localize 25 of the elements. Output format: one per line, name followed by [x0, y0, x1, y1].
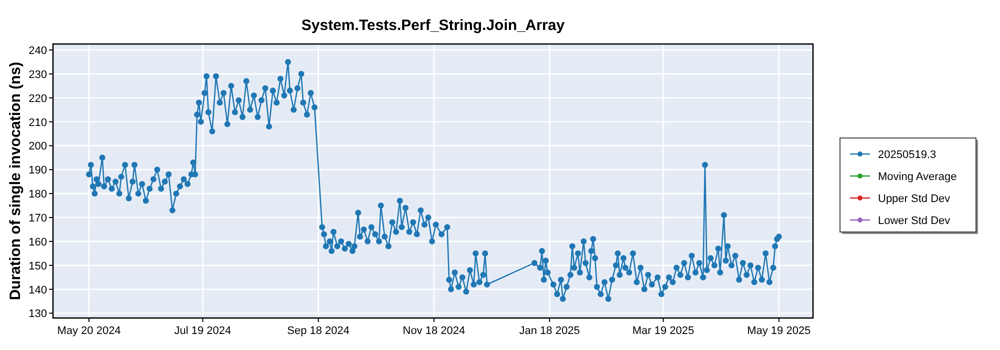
- y-axis-title: Duration of single invocation (ns): [7, 62, 24, 300]
- x-tick-label: Nov 18 2024: [402, 325, 466, 337]
- x-tick-label: Jan 18 2025: [519, 325, 580, 337]
- y-tick-label: 160: [28, 236, 47, 248]
- x-tick-label: Jul 19 2024: [174, 325, 232, 337]
- x-tick-label: Mar 19 2025: [632, 325, 694, 337]
- x-tick-label: Sep 18 2024: [287, 325, 350, 337]
- legend-label: Lower Std Dev: [878, 215, 951, 227]
- chart-title: System.Tests.Perf_String.Join_Array: [301, 17, 566, 34]
- y-tick-label: 140: [28, 284, 47, 296]
- y-tick-label: 200: [28, 140, 47, 153]
- legend-label: 20250519.3: [878, 149, 936, 161]
- y-tick-label: 230: [28, 68, 47, 81]
- y-tick-label: 130: [28, 308, 47, 320]
- legend-label: Upper Std Dev: [878, 193, 951, 205]
- y-tick-label: 190: [28, 164, 47, 177]
- x-tick-label: May 19 2025: [747, 325, 811, 337]
- legend-label: Moving Average: [878, 171, 957, 183]
- y-tick-label: 240: [28, 44, 47, 57]
- y-tick-label: 150: [28, 260, 47, 272]
- x-tick-label: May 20 2024: [57, 325, 121, 337]
- y-tick-label: 220: [28, 92, 47, 105]
- y-tick-label: 170: [28, 212, 47, 224]
- y-tick-label: 210: [28, 116, 47, 129]
- y-tick-label: 180: [28, 188, 47, 201]
